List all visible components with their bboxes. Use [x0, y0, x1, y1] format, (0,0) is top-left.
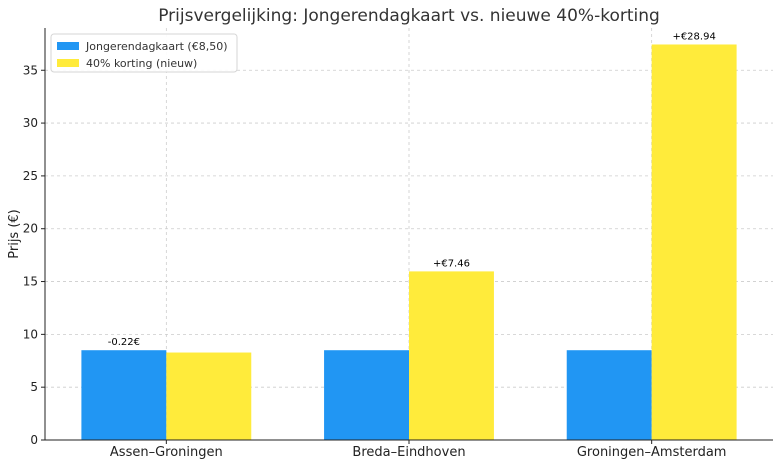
axes: 0 5 10 15 20 25 30 35 Assen–Groningen Breda–Eindh… — [23, 28, 773, 460]
bar-series-0-0 — [81, 350, 167, 440]
x-tick-label: Assen–Groningen — [110, 445, 223, 460]
legend-swatch-1 — [57, 59, 79, 67]
chart-title: Prijsvergelijking: Jongerendagkaart vs. … — [158, 6, 660, 26]
data-label: +€7.46 — [433, 258, 470, 269]
y-tick-label: 0 — [30, 433, 38, 447]
bars — [81, 44, 737, 440]
data-label: -0.22€ — [108, 337, 140, 348]
data-label: +€28.94 — [672, 31, 715, 42]
data-labels: -0.22€ +€7.46 +€28.94 — [108, 31, 716, 348]
bar-series-1-2 — [651, 44, 737, 440]
legend-swatch-0 — [57, 42, 79, 50]
legend-label-0: Jongerendagkaart (€8,50) — [85, 40, 228, 53]
y-tick-label: 10 — [23, 327, 38, 341]
legend-label-1: 40% korting (nieuw) — [86, 57, 197, 70]
bar-series-1-1 — [409, 271, 494, 440]
x-tick-label: Groningen–Amsterdam — [577, 445, 727, 460]
y-tick-label: 25 — [23, 169, 38, 183]
y-tick-label: 35 — [23, 63, 38, 77]
bar-series-0-2 — [566, 350, 652, 440]
y-axis-label: Prijs (€) — [7, 209, 22, 259]
y-tick-label: 30 — [23, 116, 38, 130]
legend: Jongerendagkaart (€8,50) 40% korting (nie… — [50, 33, 238, 73]
y-tick-label: 20 — [23, 222, 38, 236]
y-tick-label: 15 — [23, 275, 38, 289]
legend-box — [50, 33, 238, 73]
x-tick-label: Breda–Eindhoven — [352, 445, 465, 460]
bar-series-0-1 — [324, 350, 409, 440]
y-tick-label: 5 — [30, 380, 38, 394]
bar-series-1-0 — [166, 352, 252, 440]
